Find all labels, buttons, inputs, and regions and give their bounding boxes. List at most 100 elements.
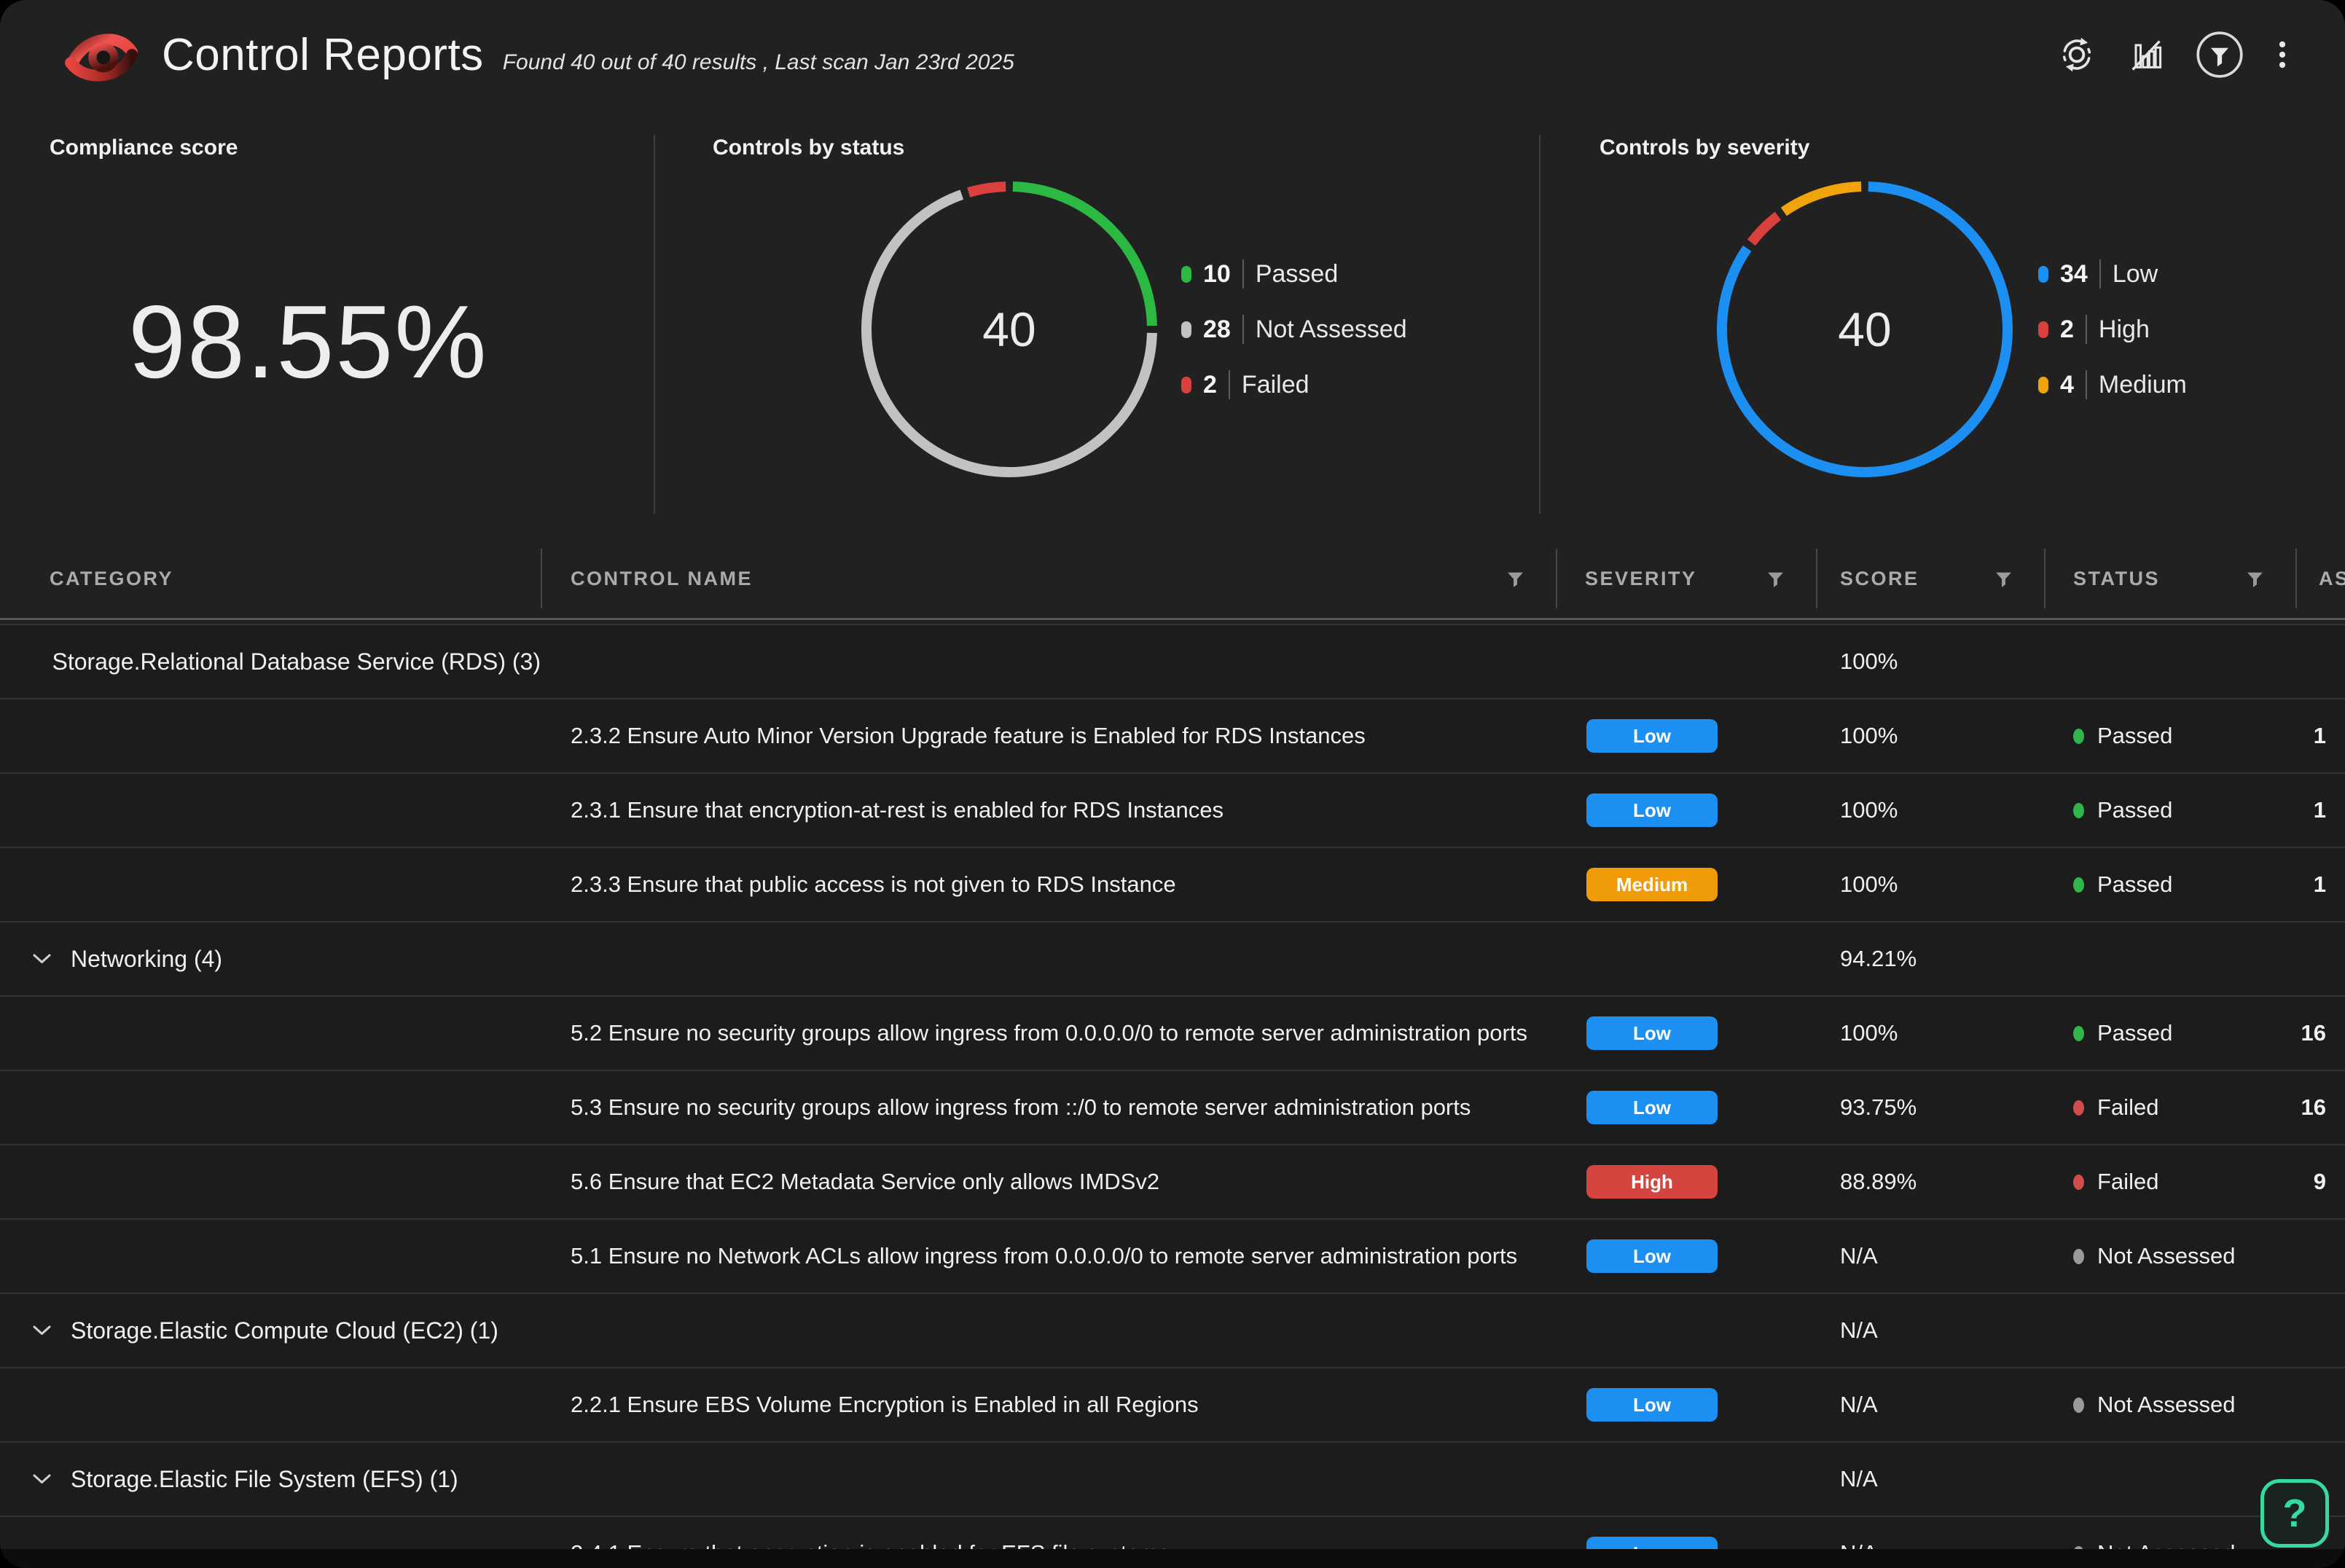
control-name: 5.1 Ensure no Network ACLs allow ingress… bbox=[571, 1243, 1518, 1269]
status-label: Passed bbox=[2097, 723, 2173, 748]
control-name-cell: 5.2 Ensure no security groups allow ingr… bbox=[541, 997, 1556, 1070]
category-row[interactable]: Storage.Elastic File System (EFS) (1) N/A bbox=[0, 1441, 2345, 1516]
column-filter-icon[interactable] bbox=[1766, 570, 1785, 588]
legend-divider bbox=[1228, 370, 1230, 399]
severity-cell: Medium bbox=[1556, 848, 1816, 921]
legend-item-medium: 4 Medium bbox=[2038, 369, 2187, 401]
legend-label: High bbox=[2098, 315, 2150, 343]
score-cell: N/A bbox=[1816, 1368, 2044, 1441]
category-cell: Networking (4) bbox=[0, 922, 541, 995]
status-cell bbox=[2044, 625, 2295, 698]
control-name: 2.2.1 Ensure EBS Volume Encryption is En… bbox=[571, 1392, 1199, 1417]
donut-segment-low bbox=[1717, 181, 2013, 477]
assets-cell: 1 bbox=[2295, 848, 2345, 921]
assets-cell: 16 bbox=[2295, 1071, 2345, 1144]
severity-donut-chart: 40 bbox=[1712, 176, 2018, 482]
panel-divider bbox=[654, 135, 655, 514]
status-cell bbox=[2044, 922, 2295, 995]
category-row[interactable]: Storage.Elastic Compute Cloud (EC2) (1) N… bbox=[0, 1293, 2345, 1367]
refresh-button[interactable] bbox=[2058, 36, 2096, 74]
chevron-down-icon[interactable] bbox=[32, 1325, 52, 1336]
score-cell: N/A bbox=[1816, 1294, 2044, 1367]
status-dot-icon bbox=[2073, 1248, 2084, 1264]
column-header-as[interactable]: AS bbox=[2295, 539, 2345, 618]
severity-badge: Low bbox=[1586, 719, 1718, 753]
category-row[interactable]: Storage.Relational Database Service (RDS… bbox=[0, 624, 2345, 698]
column-header-score[interactable]: SCORE bbox=[1816, 539, 2044, 618]
control-name-cell bbox=[541, 625, 1556, 698]
category-score: N/A bbox=[1840, 1317, 1878, 1343]
severity-cell: Low bbox=[1556, 699, 1816, 772]
column-header-control-name[interactable]: CONTROL NAME bbox=[541, 539, 1556, 618]
status-cell: Not Assessed bbox=[2044, 1220, 2295, 1293]
legend-label: Low bbox=[2112, 259, 2158, 288]
control-row[interactable]: 2.2.1 Ensure EBS Volume Encryption is En… bbox=[0, 1367, 2345, 1441]
toggle-charts-button[interactable] bbox=[2126, 36, 2164, 74]
control-row[interactable]: 2.3.1 Ensure that encryption-at-rest is … bbox=[0, 772, 2345, 847]
control-row[interactable]: 5.1 Ensure no Network ACLs allow ingress… bbox=[0, 1218, 2345, 1293]
column-label: CATEGORY bbox=[50, 567, 174, 589]
chevron-down-icon[interactable] bbox=[32, 953, 52, 965]
category-name: Storage.Elastic File System (EFS) (1) bbox=[71, 1465, 458, 1492]
column-label: AS bbox=[2319, 567, 2345, 589]
control-name: 5.6 Ensure that EC2 Metadata Service onl… bbox=[571, 1169, 1160, 1194]
panel-divider bbox=[1539, 135, 1541, 514]
assets-cell: 1 bbox=[2295, 774, 2345, 847]
column-filter-icon[interactable] bbox=[1506, 570, 1525, 588]
status-cell: Failed bbox=[2044, 1071, 2295, 1144]
status-cell bbox=[2044, 1294, 2295, 1367]
column-filter-icon[interactable] bbox=[1994, 570, 2013, 588]
legend-divider bbox=[1242, 315, 1244, 344]
more-options-button[interactable] bbox=[2275, 36, 2290, 74]
legend-label: Not Assessed bbox=[1255, 315, 1407, 343]
category-cell bbox=[0, 699, 541, 772]
help-button[interactable]: ? bbox=[2260, 1479, 2329, 1548]
legend-value: 28 bbox=[1203, 315, 1231, 343]
bottom-strip bbox=[0, 1549, 2345, 1568]
control-row[interactable]: 5.3 Ensure no security groups allow ingr… bbox=[0, 1070, 2345, 1144]
kebab-menu-icon bbox=[2279, 41, 2286, 68]
header-actions bbox=[2058, 30, 2290, 79]
status-label: Failed bbox=[2097, 1094, 2159, 1120]
column-label: SEVERITY bbox=[1585, 567, 1697, 589]
assets-count: 1 bbox=[2313, 723, 2326, 748]
control-score: 100% bbox=[1840, 797, 1898, 823]
status-cell: Passed bbox=[2044, 774, 2295, 847]
bar-chart-slash-icon bbox=[2131, 40, 2162, 71]
category-cell bbox=[0, 774, 541, 847]
legend-bullet bbox=[1181, 321, 1191, 338]
chevron-down-icon[interactable] bbox=[32, 656, 34, 667]
column-header-category[interactable]: CATEGORY bbox=[0, 539, 541, 618]
category-row[interactable]: Networking (4) 94.21% bbox=[0, 921, 2345, 995]
severity-badge: Low bbox=[1586, 1091, 1718, 1124]
score-cell: N/A bbox=[1816, 1443, 2044, 1516]
score-cell: N/A bbox=[1816, 1220, 2044, 1293]
chevron-down-icon[interactable] bbox=[32, 1473, 52, 1485]
column-header-status[interactable]: STATUS bbox=[2044, 539, 2295, 618]
legend-item-low: 34 Low bbox=[2038, 258, 2187, 290]
status-dot-icon bbox=[2073, 1099, 2084, 1116]
filter-button[interactable] bbox=[2195, 30, 2244, 79]
severity-legend: 34 Low 2 High 4 Medium bbox=[2038, 258, 2187, 401]
status-dot-icon bbox=[2073, 1397, 2084, 1413]
controls-by-status-title: Controls by status bbox=[713, 136, 905, 160]
status-cell: Passed bbox=[2044, 848, 2295, 921]
status-dot-icon bbox=[2073, 728, 2084, 744]
control-row[interactable]: 2.3.3 Ensure that public access is not g… bbox=[0, 847, 2345, 921]
app-header: Control Reports Found 40 out of 40 resul… bbox=[0, 0, 2345, 109]
control-row[interactable]: 2.3.2 Ensure Auto Minor Version Upgrade … bbox=[0, 698, 2345, 772]
legend-bullet bbox=[2038, 321, 2048, 338]
column-filter-icon[interactable] bbox=[2245, 570, 2265, 588]
control-name-cell bbox=[541, 922, 1556, 995]
score-cell: 100% bbox=[1816, 997, 2044, 1070]
control-row[interactable]: 5.6 Ensure that EC2 Metadata Service onl… bbox=[0, 1144, 2345, 1218]
help-button-label: ? bbox=[2282, 1491, 2307, 1535]
severity-cell: Low bbox=[1556, 997, 1816, 1070]
assets-cell bbox=[2295, 625, 2345, 698]
severity-cell: Low bbox=[1556, 1368, 1816, 1441]
control-name-cell bbox=[541, 1443, 1556, 1516]
assets-cell: 9 bbox=[2295, 1145, 2345, 1218]
column-header-severity[interactable]: SEVERITY bbox=[1556, 539, 1816, 618]
control-name: 5.2 Ensure no security groups allow ingr… bbox=[571, 1020, 1527, 1046]
control-row[interactable]: 5.2 Ensure no security groups allow ingr… bbox=[0, 995, 2345, 1070]
